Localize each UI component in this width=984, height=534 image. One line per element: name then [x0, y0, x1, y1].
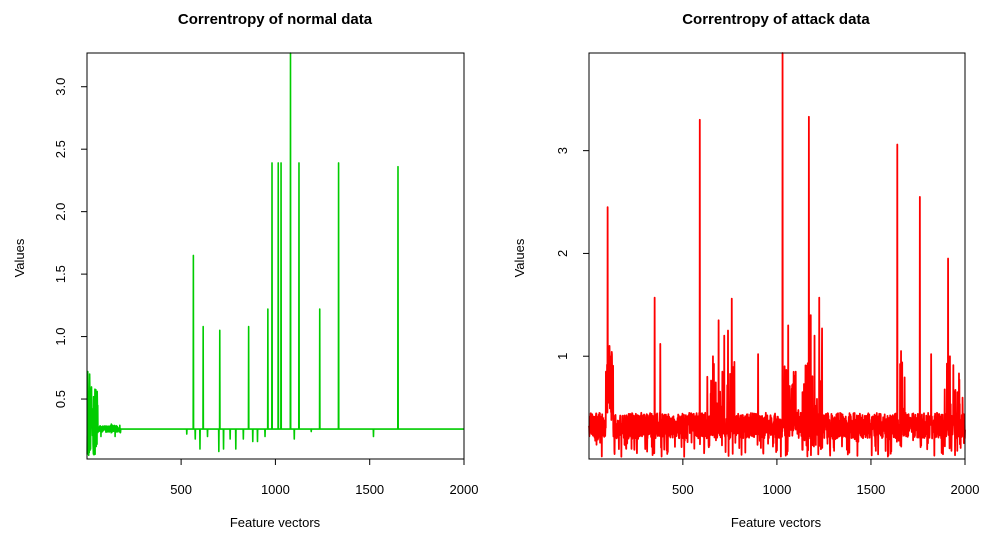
x-tick-label: 1500 [856, 482, 885, 497]
x-tick-label: 2000 [450, 482, 479, 497]
x-tick-label: 1000 [261, 482, 290, 497]
y-tick-label: 0.5 [53, 390, 68, 408]
y-tick-label: 1.0 [53, 328, 68, 346]
y-tick-label: 1 [555, 353, 570, 360]
series-line-normal [86, 52, 465, 457]
attack-data-line [588, 52, 966, 458]
y-axis-attack: 1 2 3 [555, 147, 589, 360]
x-axis-label-normal: Feature vectors [230, 515, 321, 530]
series-line-attack [588, 52, 966, 458]
chart-title-normal: Correntropy of normal data [178, 11, 373, 28]
y-tick-label: 2.0 [53, 203, 68, 221]
y-tick-label: 2.5 [53, 140, 68, 158]
y-tick-label: 3 [555, 147, 570, 154]
plot-frame-attack [588, 52, 966, 460]
y-tick-label: 3.0 [53, 78, 68, 96]
y-axis-label-normal: Values [12, 238, 27, 277]
plot-frame-normal [86, 52, 465, 460]
x-tick-label: 2000 [951, 482, 980, 497]
chart-title-attack: Correntropy of attack data [682, 11, 870, 28]
x-tick-label: 500 [170, 482, 192, 497]
normal-data-panel: Correntropy of normal data Feature vecto… [12, 11, 478, 530]
x-tick-label: 1500 [355, 482, 384, 497]
y-axis-label-attack: Values [512, 238, 527, 277]
x-tick-label: 500 [672, 482, 694, 497]
y-axis-normal: 0.5 1.0 1.5 2.0 2.5 3.0 [53, 78, 87, 408]
x-tick-label: 1000 [762, 482, 791, 497]
attack-data-panel: Correntropy of attack data Feature vecto… [512, 11, 979, 530]
x-axis-attack: 500 1000 1500 2000 [672, 459, 979, 497]
normal-data-line [86, 52, 465, 457]
y-tick-label: 1.5 [53, 265, 68, 283]
x-axis-label-attack: Feature vectors [731, 515, 822, 530]
x-axis-normal: 500 1000 1500 2000 [170, 459, 478, 497]
y-tick-label: 2 [555, 250, 570, 257]
